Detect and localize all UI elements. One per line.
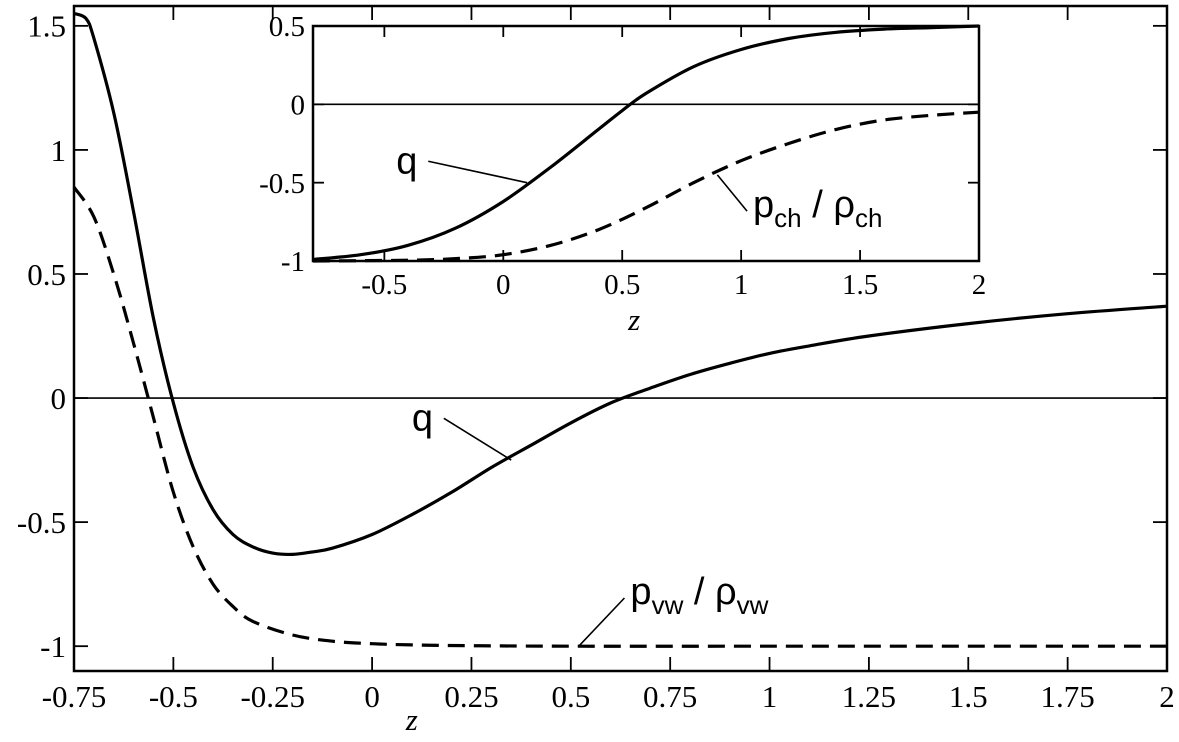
- main-x-tick-label: 1.75: [1041, 679, 1095, 714]
- main-x-axis-label: z: [405, 702, 418, 737]
- main-annotation-label: pvw / ρvw: [630, 571, 768, 620]
- main-x-tick-label: 1.5: [949, 679, 988, 714]
- inset-annotation-label: q: [396, 140, 417, 182]
- main-annotation-leader: [443, 417, 512, 461]
- main-y-tick-label: 1: [51, 133, 67, 168]
- inset-y-tick-label: -0.5: [259, 168, 305, 200]
- main-x-tick-label: 0: [364, 679, 380, 714]
- main-y-tick-label: 0: [51, 381, 67, 416]
- main-x-tick-label: 1.25: [842, 679, 896, 714]
- inset-x-tick-label: 0.5: [604, 269, 640, 301]
- inset-y-tick-label: -1: [281, 246, 305, 278]
- inset-y-tick-label: 0.5: [269, 11, 305, 43]
- main-x-tick-label: 1: [762, 679, 778, 714]
- main-x-tick-label: 2: [1159, 679, 1175, 714]
- inset-x-axis-label: z: [627, 302, 640, 337]
- main-x-tick-label: 0.25: [444, 679, 498, 714]
- inset-x-tick-label: 1: [734, 269, 749, 301]
- main-y-tick-label: 0.5: [27, 257, 66, 292]
- main-axis-frame: [72, 4, 1169, 673]
- main-annotation-label: q: [412, 397, 433, 439]
- main-x-tick-label: -0.75: [42, 679, 107, 714]
- inset-x-tick-label: -0.5: [361, 269, 407, 301]
- main-series-q-line: [73, 11, 1168, 557]
- main-y-tick-label: -0.5: [17, 505, 66, 540]
- main-x-tick-label: 0.75: [643, 679, 697, 714]
- inset-background: [313, 26, 979, 261]
- main-x-tick-label: -0.5: [149, 679, 198, 714]
- inset-series-pressure-ratio-line: [312, 110, 980, 263]
- inset-annotation-leader: [428, 160, 528, 184]
- main-y-tick-label: -1: [40, 629, 66, 664]
- inset-x-tick-label: 0: [496, 269, 511, 301]
- inset-annotation-leader: [716, 174, 748, 212]
- main-annotation-leader: [578, 597, 626, 647]
- main-x-tick-label: -0.25: [240, 679, 305, 714]
- inset-axis-frame: [311, 24, 981, 263]
- main-x-tick-label: 0.5: [551, 679, 590, 714]
- main-plot-panel: -0.75 -0.5 -0.25 0 0.25 0.5 0.75 1 1.25 1.5 1.75 2 -…: [17, 4, 1175, 737]
- inset-annotation-label: pch / ρch: [753, 184, 882, 233]
- inset-y-tick-label: 0: [291, 89, 306, 121]
- main-series-pressure-ratio-line: [72, 186, 1167, 648]
- inset-x-tick-label: 2: [972, 269, 987, 301]
- inset-x-tick-label: 1.5: [842, 269, 878, 301]
- main-y-tick-label: 1.5: [27, 9, 66, 44]
